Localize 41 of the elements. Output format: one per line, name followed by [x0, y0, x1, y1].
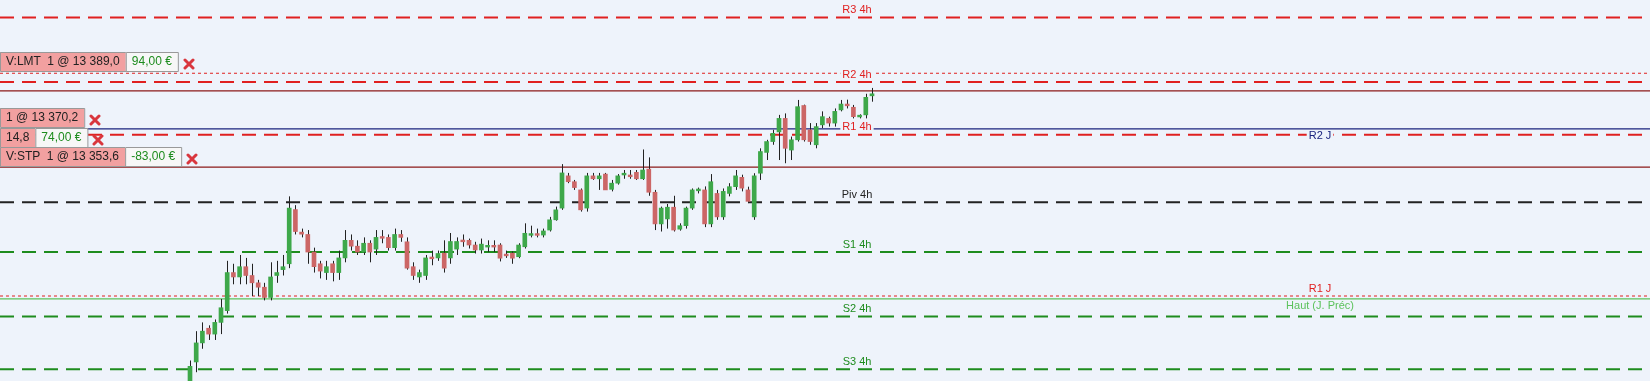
candlestick: [813, 122, 819, 149]
text: -83,00 €: [131, 149, 176, 164]
candlestick: [274, 260, 280, 284]
candlestick: [832, 107, 838, 128]
ref-line-label: S1 4h: [842, 237, 872, 250]
candlestick: [646, 156, 652, 197]
candlestick: [193, 330, 199, 373]
candlestick: [336, 250, 342, 281]
candlestick: [441, 239, 447, 274]
candlestick: [640, 148, 645, 181]
candlestick: [863, 93, 869, 119]
candlestick: [460, 233, 466, 248]
ref-line-label: Piv 4h: [841, 187, 873, 200]
ref-line-label: Haut (J. Préc): [1286, 299, 1354, 312]
candlestick: [237, 254, 242, 285]
candlestick: [293, 204, 298, 235]
candlestick: [280, 254, 286, 276]
candlestick: [200, 321, 205, 350]
candlestick: [268, 261, 273, 301]
text: V:LMT 1 @ 13 389,0: [6, 54, 120, 69]
ref-line-label: R2 4h: [842, 67, 872, 80]
candlestick: [305, 229, 311, 265]
text: V:STP 1 @ 13 353,6: [6, 149, 120, 164]
candlestick: [324, 260, 329, 281]
text: 1 @ 13 370,2: [6, 110, 79, 125]
ref-line-label: R2 J: [1308, 129, 1332, 142]
candlestick: [330, 260, 335, 282]
ref-line-label: S2 4h: [842, 302, 872, 315]
candlestick: [218, 298, 224, 335]
ref-line-label: R3 4h: [842, 3, 872, 16]
ref-line-label: R1 4h: [842, 120, 872, 133]
candlestick: [367, 239, 373, 263]
candlestick: [392, 228, 397, 252]
candlestick: [212, 318, 218, 341]
text: 74,00 €: [41, 130, 82, 145]
candlestick: [243, 257, 249, 285]
ref-line-label: R1 J: [1308, 281, 1332, 294]
candlestick: [231, 263, 236, 285]
text: 14,8: [6, 130, 30, 145]
ref-line-label: S3 4h: [842, 354, 872, 367]
text: 94,00 €: [131, 54, 173, 69]
